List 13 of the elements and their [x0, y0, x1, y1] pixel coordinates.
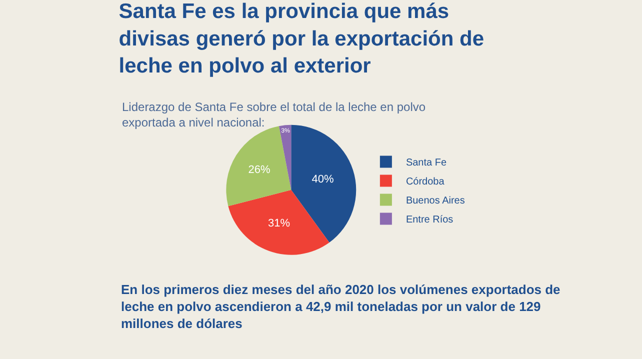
legend-label: Entre Ríos	[406, 214, 454, 226]
pie-slice	[228, 190, 330, 255]
data-label: 31%	[268, 217, 290, 230]
legend-label: Córdoba	[406, 176, 445, 188]
legend-label: Santa Fe	[406, 158, 447, 169]
pie-slice	[291, 124, 356, 242]
pie-slice	[278, 124, 292, 190]
data-label: 40%	[312, 174, 334, 186]
text: En los primeros diez meses del año 2020 los volúmenes exportados de leche en polvo ascendieron a 42,9 mil toneladas por un valor de 129 millones de dólares	[121, 282, 560, 331]
chart-title: Santa Fe es la provincia que más divisas generó por la exportación de leche en polvo al exterior	[118, 0, 484, 78]
pie-slice	[226, 126, 292, 206]
data-label: 26%	[248, 164, 271, 176]
legend-label: Buenos Aires	[406, 196, 465, 207]
